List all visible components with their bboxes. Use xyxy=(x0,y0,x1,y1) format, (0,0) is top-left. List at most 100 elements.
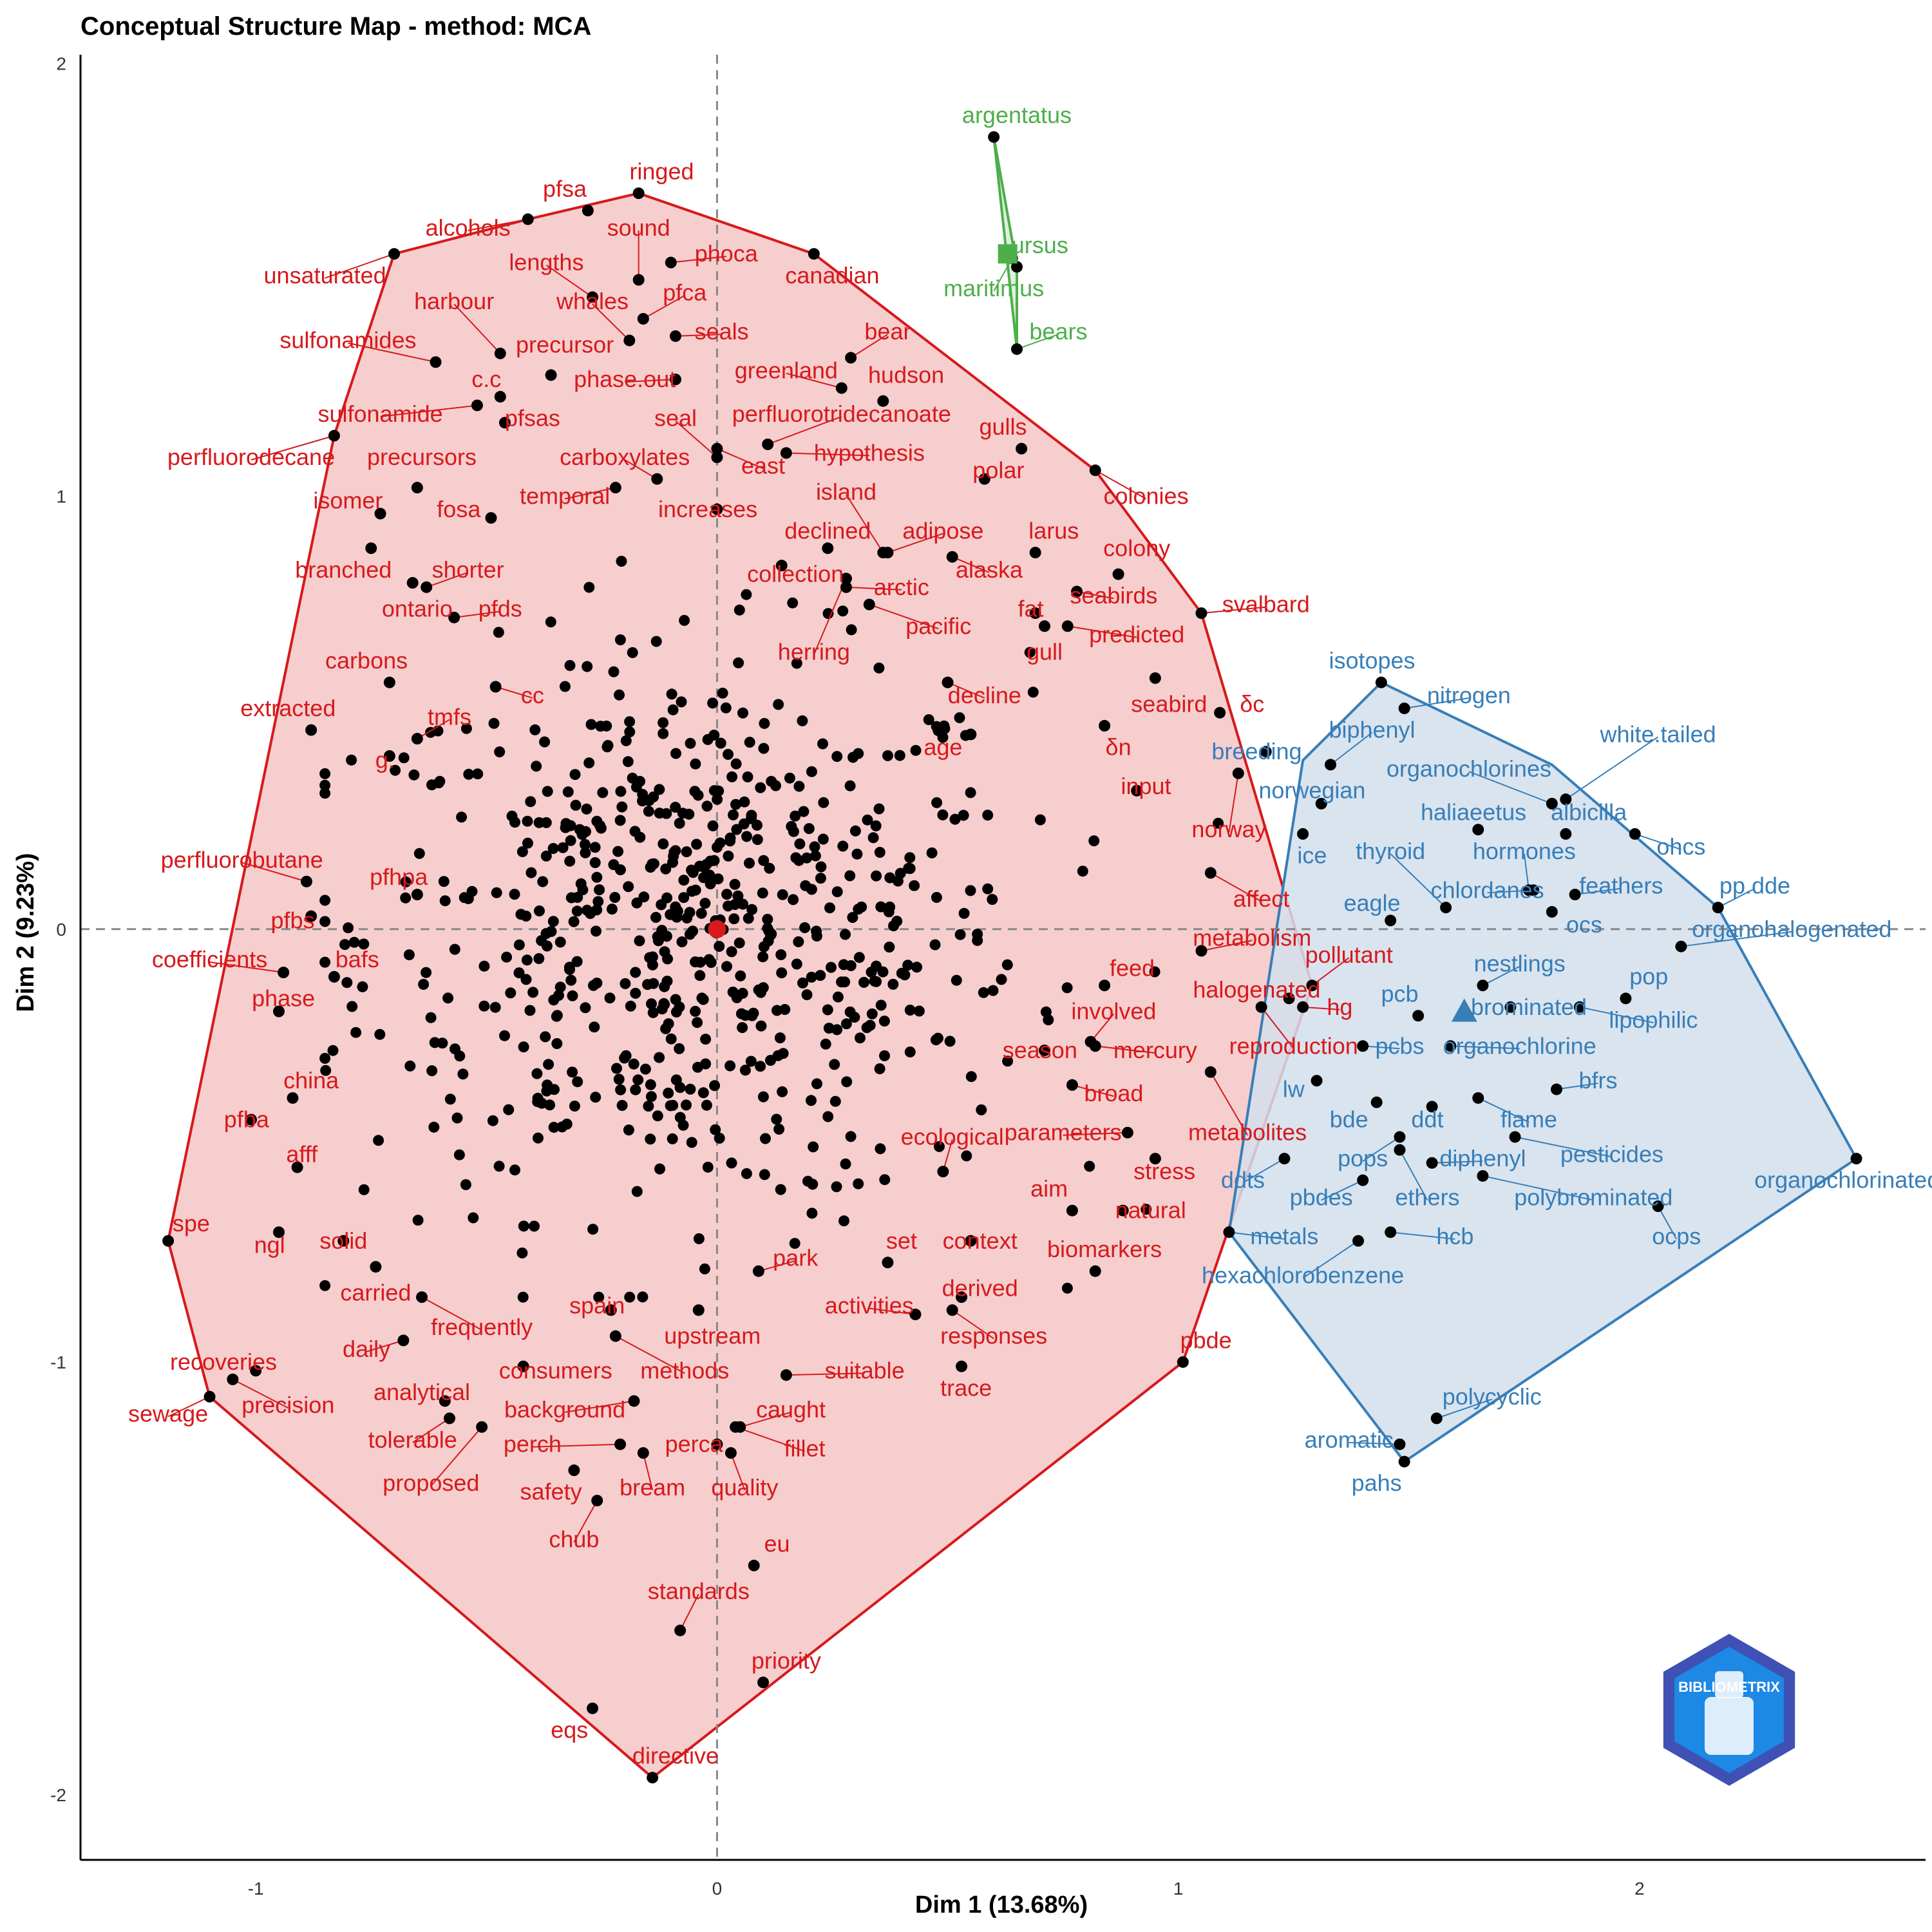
label-polycyclic: polycyclic xyxy=(1443,1383,1542,1410)
point-δn xyxy=(1099,719,1111,732)
label-seabirds: seabirds xyxy=(1070,582,1157,609)
point-colonies xyxy=(1089,464,1101,477)
data-point xyxy=(589,857,601,868)
point-phase xyxy=(272,1005,285,1018)
point-seabirds xyxy=(1071,585,1083,598)
point-natural xyxy=(1117,1204,1129,1217)
label-directive: directive xyxy=(632,1743,719,1769)
data-point xyxy=(645,1091,657,1103)
logo-text: BIBLIOMETRIX xyxy=(1678,1679,1780,1695)
leader-line xyxy=(325,253,395,279)
point-fosa xyxy=(485,512,497,524)
data-point xyxy=(806,1095,817,1106)
data-point xyxy=(520,911,532,922)
data-point xyxy=(899,969,911,981)
point-phase.out xyxy=(669,374,681,386)
label-hcb: hcb xyxy=(1436,1223,1473,1249)
point-white.tailed xyxy=(1560,793,1572,806)
label-eqs: eqs xyxy=(551,1716,588,1743)
label-brominated: brominated xyxy=(1471,994,1587,1020)
point-context xyxy=(965,1235,977,1247)
data-point xyxy=(818,797,829,808)
data-point xyxy=(777,1048,789,1059)
labeled-points xyxy=(162,131,1862,1784)
data-point xyxy=(1027,687,1039,698)
point-carboxylates xyxy=(651,473,663,485)
data-point xyxy=(319,916,331,927)
point-bafs xyxy=(328,971,340,983)
leader-line xyxy=(869,1307,916,1316)
data-point xyxy=(647,959,658,971)
data-point xyxy=(692,790,704,801)
data-point xyxy=(450,1043,460,1055)
point-branched xyxy=(365,542,377,554)
leader-line xyxy=(532,1443,621,1448)
leader-line xyxy=(850,334,888,359)
word-labels: ringedpfsaalcoholsunsaturatedsoundphocac… xyxy=(128,102,1932,1769)
data-point xyxy=(831,886,843,898)
data-point xyxy=(734,937,745,949)
data-point xyxy=(679,614,690,626)
data-point xyxy=(879,1174,891,1186)
label-canadian: canadian xyxy=(785,262,879,289)
data-point xyxy=(478,1000,490,1012)
data-point xyxy=(670,901,681,913)
data-point xyxy=(874,847,886,858)
data-point xyxy=(442,992,454,1004)
label-lw: lw xyxy=(1283,1076,1305,1103)
data-point xyxy=(587,1224,599,1235)
data-point xyxy=(875,1143,886,1155)
point-decline xyxy=(942,676,954,688)
data-point xyxy=(799,922,811,933)
data-point xyxy=(631,897,643,909)
leader-line xyxy=(1482,965,1520,987)
data-point xyxy=(798,806,810,817)
leader-line xyxy=(453,303,501,354)
data-point xyxy=(873,803,885,815)
point-park xyxy=(752,1265,764,1277)
point-ocps xyxy=(1652,1200,1664,1213)
label-maritimus: maritimus xyxy=(943,275,1044,301)
label-argentatus: argentatus xyxy=(962,102,1072,128)
label-white.tailed: white.tailed xyxy=(1600,721,1716,747)
data-point xyxy=(494,746,506,757)
point-sound xyxy=(632,274,645,286)
label-ddt: ddt xyxy=(1411,1106,1443,1133)
data-point xyxy=(531,761,542,772)
label-input: input xyxy=(1121,773,1171,799)
data-point xyxy=(536,935,547,947)
data-point xyxy=(808,1141,819,1153)
data-point xyxy=(743,913,754,924)
data-point xyxy=(839,976,851,988)
data-point xyxy=(755,987,766,998)
data-point xyxy=(801,852,813,864)
data-point xyxy=(532,1092,544,1104)
label-precursors: precursors xyxy=(367,444,477,470)
data-point xyxy=(800,880,811,891)
point-responses xyxy=(946,1304,958,1316)
label-fosa: fosa xyxy=(437,496,481,522)
data-point xyxy=(728,913,740,925)
data-point xyxy=(853,1178,864,1189)
data-point xyxy=(645,1079,656,1090)
point-aim xyxy=(1066,1204,1078,1217)
chart-title: Conceptual Structure Map - method: MCA xyxy=(80,12,591,41)
unlabeled-points xyxy=(319,556,1224,1303)
data-point xyxy=(620,978,631,989)
point-norwegian xyxy=(1315,797,1327,810)
y-tick-label: -2 xyxy=(50,1785,66,1805)
data-point xyxy=(665,1100,676,1112)
label-trace: trace xyxy=(940,1374,992,1401)
data-point xyxy=(413,848,425,859)
point-stress xyxy=(1149,1153,1161,1165)
point-background xyxy=(628,1395,640,1407)
label-chlordanes: chlordanes xyxy=(1431,876,1544,903)
data-point xyxy=(755,1020,767,1032)
leader-line xyxy=(1016,334,1059,350)
point-isotopes xyxy=(1375,676,1387,688)
leader-line xyxy=(167,1396,210,1417)
data-point xyxy=(777,889,788,900)
data-point xyxy=(870,820,882,831)
data-point xyxy=(806,766,817,777)
